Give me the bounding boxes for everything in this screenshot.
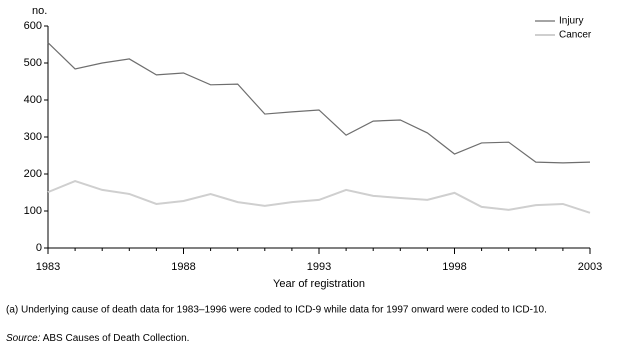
y-tick-label: 0 — [36, 242, 42, 254]
source-text: ABS Causes of Death Collection. — [43, 333, 190, 344]
line-0 — [47, 42, 591, 164]
legend-label: Injury — [559, 16, 583, 27]
source-label: Source: — [6, 333, 41, 344]
y-tick-label: 200 — [24, 168, 42, 180]
x-tick-label: 1993 — [307, 261, 331, 273]
y-tick-label: 600 — [24, 20, 42, 32]
x-tick-label: 2003 — [578, 261, 602, 273]
x-tick-label: 1983 — [36, 261, 60, 273]
footnote: (a) Underlying cause of death data for 1… — [6, 305, 547, 316]
y-tick-label: 100 — [24, 205, 42, 217]
x-tick-label: 1988 — [171, 261, 195, 273]
x-axis-label: Year of registration — [273, 278, 365, 290]
legend-label: Cancer — [559, 30, 592, 41]
source: Source: ABS Causes of Death Collection. — [6, 333, 189, 344]
y-axis-label: no. — [32, 5, 47, 17]
x-tick-label: 1998 — [442, 261, 466, 273]
line-1 — [47, 179, 591, 214]
y-tick-label: 500 — [24, 57, 42, 69]
y-tick-label: 400 — [24, 94, 42, 106]
y-tick-label: 300 — [24, 131, 42, 143]
